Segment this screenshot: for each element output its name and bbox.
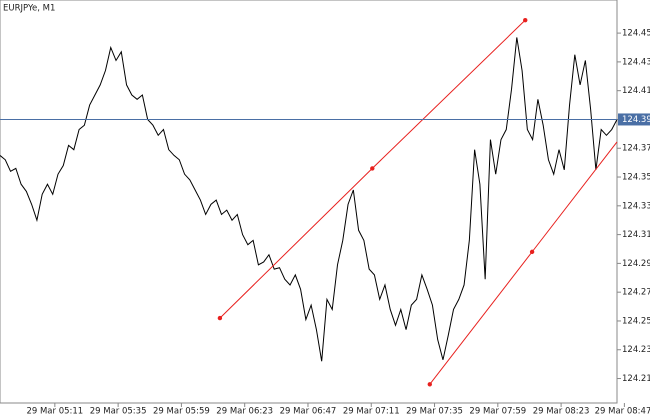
trend-anchor <box>217 315 223 321</box>
x-tick-label: 29 Mar 07:59 <box>469 407 526 417</box>
x-tick-label: 29 Mar 08:47 <box>595 407 650 417</box>
x-tick-label: 29 Mar 08:23 <box>533 407 590 417</box>
trend-anchor <box>370 166 375 171</box>
x-tick-label: 29 Mar 07:35 <box>406 407 463 417</box>
x-tick-label: 29 Mar 06:23 <box>216 407 273 417</box>
x-tick-label: 29 Mar 06:47 <box>280 407 337 417</box>
y-tick-label: 124.350 <box>622 173 650 183</box>
x-tick-label: 29 Mar 05:11 <box>26 407 83 417</box>
y-tick-label: 124.430 <box>622 57 650 67</box>
y-tick-label: 124.210 <box>622 374 650 384</box>
trend-anchor <box>523 17 528 23</box>
y-tick-label: 124.290 <box>622 259 650 269</box>
current-price-box <box>618 113 650 126</box>
current-price-label: 124.390 <box>622 115 650 125</box>
y-tick-label: 124.250 <box>622 316 650 326</box>
trend-anchor <box>529 249 535 255</box>
y-tick-label: 124.330 <box>622 201 650 211</box>
y-tick-label: 124.270 <box>622 288 650 298</box>
trend-anchor <box>427 382 432 387</box>
x-tick-label: 29 Mar 05:35 <box>90 407 147 417</box>
y-tick-label: 124.450 <box>622 29 650 39</box>
y-tick-label: 124.310 <box>622 230 650 240</box>
y-tick-label: 124.370 <box>622 144 650 154</box>
y-tick-label: 124.410 <box>622 86 650 96</box>
chart-title: EURJPYe, M1 <box>3 4 55 14</box>
plot-area <box>0 0 618 404</box>
y-tick-label: 124.230 <box>622 345 650 355</box>
price-line <box>0 37 618 362</box>
x-tick-label: 29 Mar 05:59 <box>153 407 210 417</box>
x-tick-label: 29 Mar 07:11 <box>343 407 400 417</box>
